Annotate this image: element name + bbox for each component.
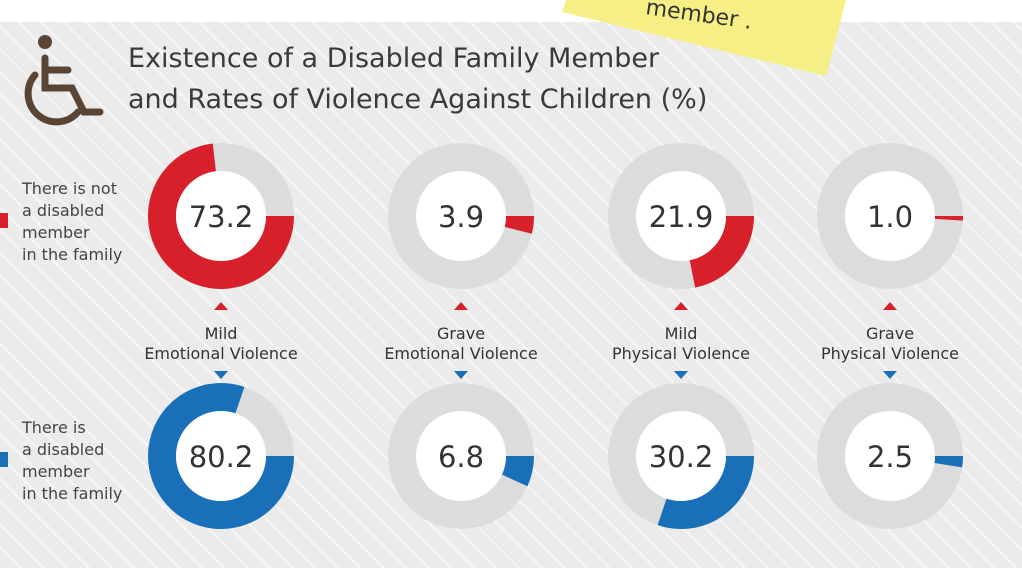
pointer-up	[214, 302, 228, 310]
category-label: Mild	[665, 324, 698, 343]
value-label: 6.8	[438, 440, 484, 474]
category-label: Grave	[437, 324, 485, 343]
value-label: 73.2	[189, 200, 254, 234]
value-label: 30.2	[649, 440, 714, 474]
category-label: Physical Violence	[612, 344, 750, 363]
value-label: 2.5	[867, 440, 913, 474]
value-label: 21.9	[649, 200, 714, 234]
value-label: 1.0	[867, 200, 913, 234]
value-label: 80.2	[189, 440, 254, 474]
pointer-down	[674, 371, 688, 379]
pointer-down	[454, 371, 468, 379]
donut-segment	[515, 456, 520, 480]
donut-segment	[518, 216, 520, 230]
page: member . 73.23.921.91.080.26.830.22.5Mil…	[0, 0, 1022, 568]
legend-label: There is not a disabled member in the fa…	[22, 178, 122, 266]
chart-title: Existence of a Disabled Family Member an…	[128, 38, 707, 120]
pointer-down	[883, 371, 897, 379]
value-label: 3.9	[438, 200, 484, 234]
pointer-down	[214, 371, 228, 379]
legend-swatch	[0, 452, 8, 467]
pointer-up	[454, 302, 468, 310]
category-label: Emotional Violence	[384, 344, 537, 363]
category-label: Emotional Violence	[144, 344, 297, 363]
legend-label: There is a disabled member in the family	[22, 417, 122, 505]
legend-swatch	[0, 213, 8, 228]
pointer-up	[883, 302, 897, 310]
category-label: Mild	[205, 324, 238, 343]
category-label: Grave	[866, 324, 914, 343]
category-label: Physical Violence	[821, 344, 959, 363]
pointer-up	[674, 302, 688, 310]
wheelchair-icon	[28, 35, 100, 122]
donut-segment	[948, 456, 949, 465]
